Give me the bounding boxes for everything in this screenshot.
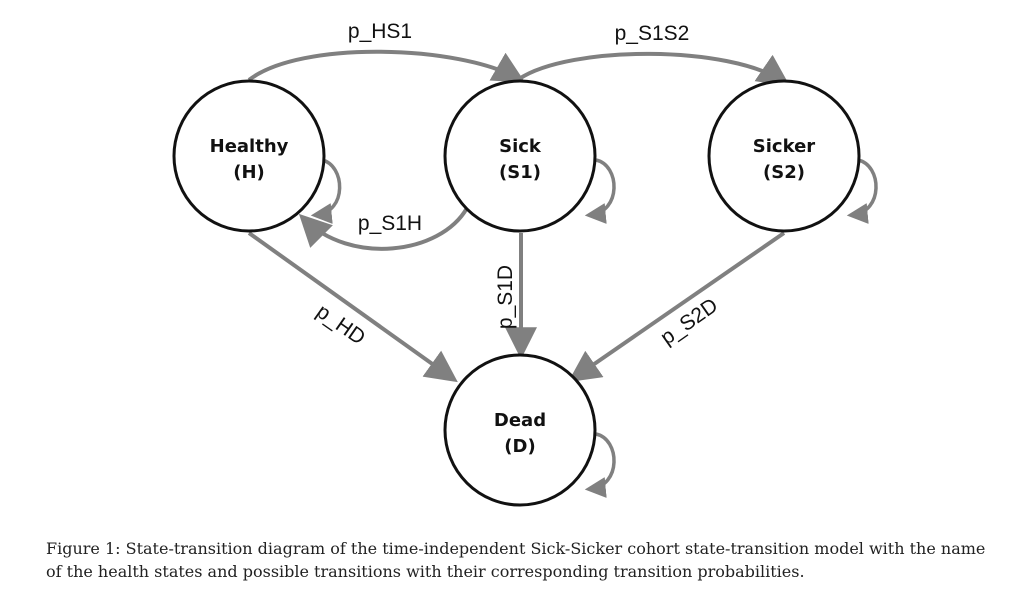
edge-h-to-d xyxy=(247,231,458,383)
self-loop-h-icon xyxy=(310,158,342,224)
node-sick-name: Sick xyxy=(499,136,542,157)
self-loop-s1-icon xyxy=(584,158,616,224)
edges xyxy=(247,49,790,383)
node-sick: Sick (S1) xyxy=(443,79,597,233)
self-loop-s2-icon xyxy=(846,158,878,224)
edge-s1-to-s2 xyxy=(517,51,790,87)
node-healthy: Healthy (H) xyxy=(172,79,326,233)
node-dead: Dead (D) xyxy=(443,353,597,507)
label-p-s1s2: p_S1S2 xyxy=(615,22,690,45)
node-dead-abbr: (D) xyxy=(504,436,535,457)
node-healthy-name: Healthy xyxy=(210,136,289,157)
self-loops xyxy=(310,158,878,498)
state-transition-diagram: Healthy (H) Sick (S1) Sicker (S2) Dead (… xyxy=(172,20,878,507)
label-p-s2d: p_S2D xyxy=(656,294,722,350)
label-p-s1d: p_S1D xyxy=(494,265,517,329)
label-p-s1h: p_S1H xyxy=(358,212,422,235)
label-p-hs1: p_HS1 xyxy=(348,20,412,43)
self-loop-d-icon xyxy=(584,432,616,498)
node-sicker-name: Sicker xyxy=(753,136,815,157)
node-sick-abbr: (S1) xyxy=(499,162,541,183)
figure-caption: Figure 1: State-transition diagram of th… xyxy=(46,539,986,581)
node-dead-name: Dead xyxy=(494,410,546,431)
edge-h-to-s1 xyxy=(247,49,526,83)
label-p-hd: p_HD xyxy=(312,300,369,350)
node-sicker: Sicker (S2) xyxy=(707,79,861,233)
node-sicker-abbr: (S2) xyxy=(763,162,805,183)
edge-s2-to-d xyxy=(568,231,786,383)
edge-s1-to-h xyxy=(298,206,469,251)
node-healthy-abbr: (H) xyxy=(233,162,265,183)
